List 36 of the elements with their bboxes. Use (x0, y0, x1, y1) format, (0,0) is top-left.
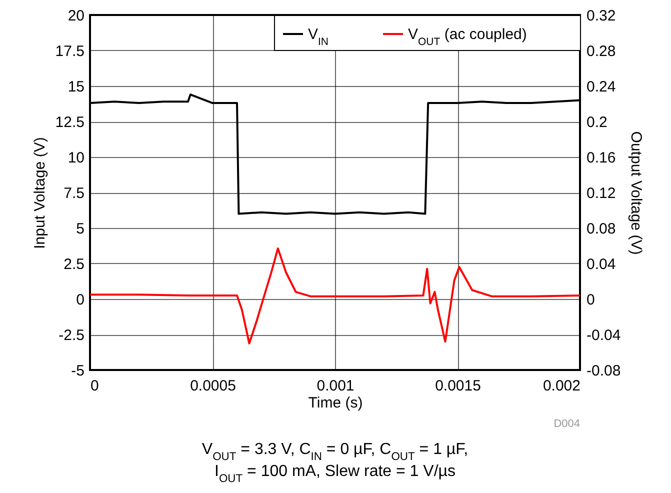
y2-tick-label: 0 (586, 292, 595, 308)
y-tick-label: -2.5 (58, 327, 84, 344)
x-tick-label: 0.001 (316, 378, 354, 394)
y2-tick-label: 0.12 (586, 185, 616, 202)
line-series (90, 247, 580, 344)
y-tick-label: -5 (71, 362, 84, 380)
y-tick-label: 7.5 (64, 185, 84, 202)
x-axis-title: Time (s) (308, 394, 363, 412)
y2-tick-label: 0.16 (586, 150, 616, 166)
text: D004 (554, 418, 580, 430)
y2-tick-label: 0.32 (586, 8, 616, 24)
y-tick-label: 10 (68, 150, 84, 166)
y-tick-label: 0 (76, 292, 84, 308)
x-tick-label: 0.0015 (435, 378, 481, 394)
y2-tick-label: 0.28 (586, 43, 616, 60)
y-tick-label: 17.5 (55, 43, 84, 60)
y-tick-label: 20 (68, 8, 84, 24)
text: I$_{OUT}$ = 100 mA, Slew rate = 1 V/µs (214, 463, 456, 485)
y-axis-title: Input Voltage (V) (31, 137, 48, 249)
y2-tick-label: 0.24 (586, 78, 616, 96)
y-tick-label: 15 (68, 78, 84, 96)
y2-tick-label: 0.08 (586, 220, 616, 238)
legend-label: V$_{OUT}$ (ac coupled) (408, 26, 527, 48)
y-tick-label: 12.5 (55, 114, 84, 131)
y2-tick-label: -0.08 (586, 362, 621, 380)
x-tick-label: 0.002 (542, 378, 580, 394)
y2-tick-label: 0.04 (586, 256, 616, 273)
y2-tick-label: -0.04 (586, 327, 621, 344)
y2-axis-title: Output Voltage (V) (628, 131, 645, 255)
y2-tick-label: 0.2 (586, 114, 608, 131)
text: V$_{OUT}$ = 3.3 V, C$_{IN}$ = 0 µF, C$_{OUT}$ = 1 µF, (202, 441, 468, 463)
legend-label: V$_{IN}$ (308, 26, 329, 48)
y-tick-label: 5 (76, 220, 84, 238)
y-tick-label: 2.5 (64, 256, 84, 273)
x-tick-label: 0.0005 (190, 378, 236, 394)
x-tick-label: 0 (90, 378, 99, 394)
